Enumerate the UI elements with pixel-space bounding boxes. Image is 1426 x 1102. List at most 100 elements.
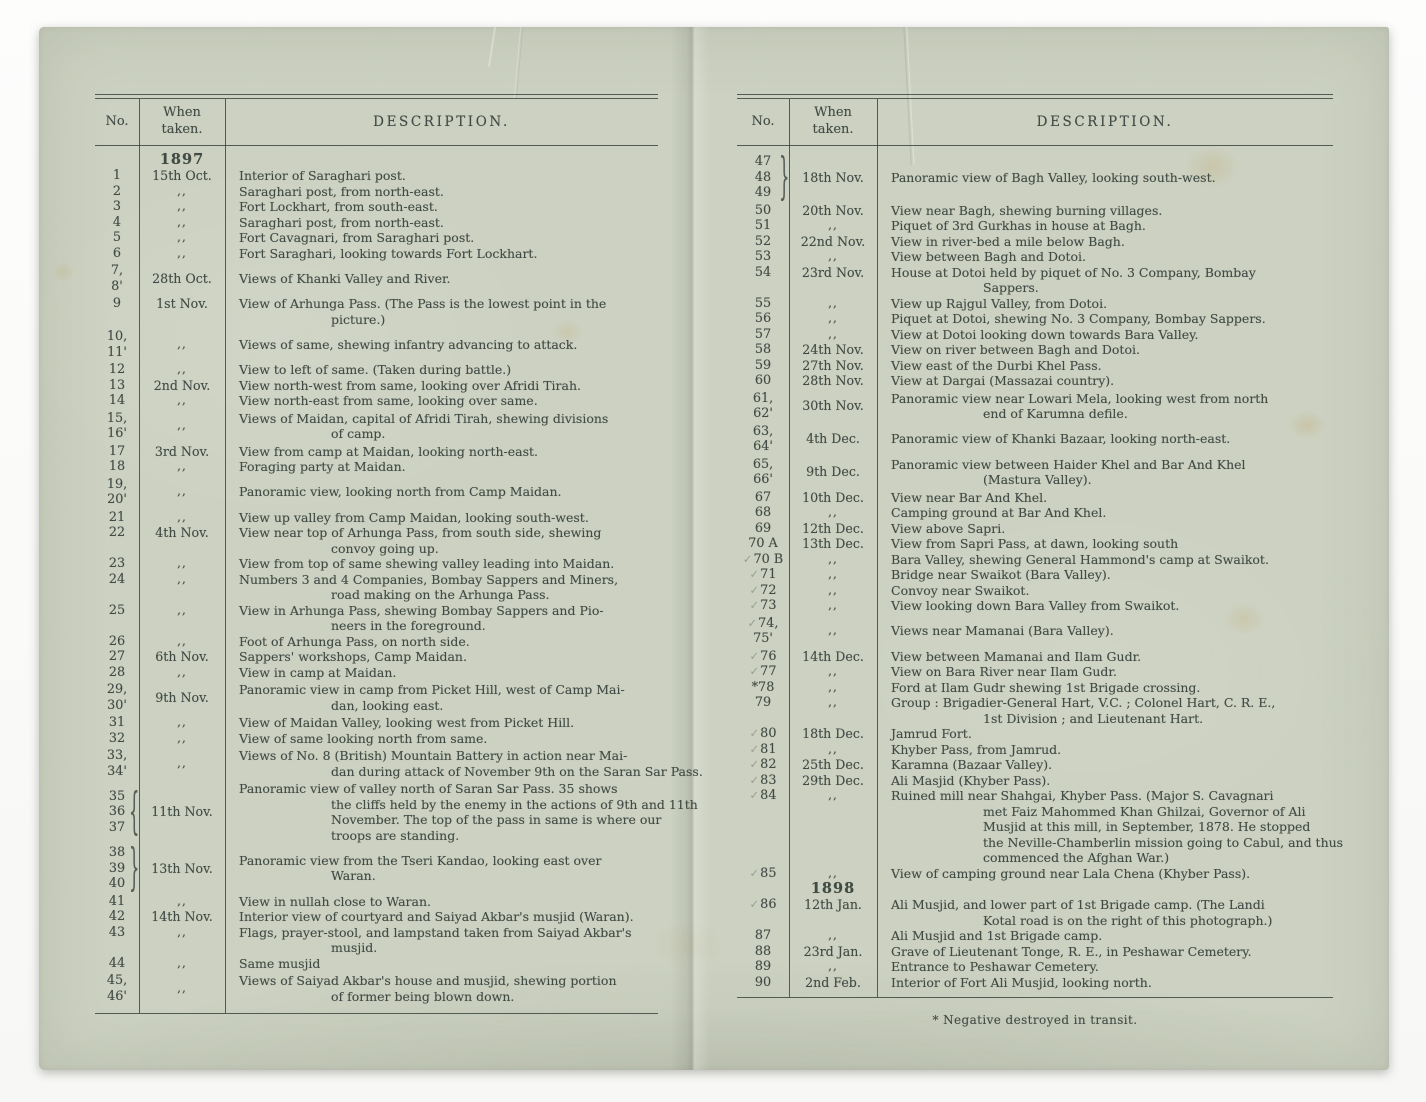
table-row: 52 22nd Nov. View in river-bed a mile belo… <box>737 234 1333 250</box>
photo-number: 11' <box>107 344 127 360</box>
description-line: View of Maidan Valley, looking west from… <box>239 715 575 730</box>
photo-number: 15, <box>106 410 128 426</box>
description-line: neers in the foreground. <box>331 618 486 633</box>
date-taken: 30th Nov. <box>802 398 864 414</box>
table-row: 32,, View of same looking north from same… <box>95 731 658 747</box>
description-cell: Views of Maidan, capital of Afridi Tirah… <box>225 411 658 442</box>
date-taken: 28th Nov. <box>802 373 864 388</box>
date-taken: ,, <box>177 183 187 198</box>
date-taken: ,, <box>828 295 838 310</box>
description-cell: Panoramic view of valley north of Saran … <box>225 781 698 843</box>
photo-number-cell: 3 <box>95 199 139 215</box>
description-line: View of Arhunga Pass. (The Pass is the l… <box>239 296 607 311</box>
description-cell: Panoramic view of Bagh Valley, looking s… <box>877 170 1333 186</box>
date-taken: 14th Nov. <box>151 909 213 924</box>
column-rule <box>877 99 879 997</box>
table-row: ✓81,, Khyber Pass, from Jamrud. <box>737 742 1333 758</box>
description-line: November. The top of the pass in same is… <box>331 812 662 827</box>
description-cell: View looking down Bara Valley from Swaik… <box>877 598 1333 614</box>
photo-number-cell: 4 <box>95 215 139 231</box>
table-row: 1 15th Oct. Interior of Saraghari post. <box>95 168 658 184</box>
date-taken: 29th Dec. <box>802 772 864 788</box>
photo-number-cell: 63, 64' <box>737 424 789 455</box>
date-taken: 2nd Nov. <box>153 377 211 393</box>
date-taken: ,, <box>828 959 838 973</box>
photo-number: 39 <box>108 860 126 876</box>
description-cell: View of Maidan Valley, looking west from… <box>225 715 658 731</box>
photo-table-left: No. When taken. DESCRIPTION. 1897 1 15th O… <box>95 94 703 1014</box>
photo-number-cell: ✓83 <box>737 773 789 789</box>
description-line: View on river between Bagh and Dotoi. <box>891 342 1140 357</box>
photo-number-cell: ✓85 <box>737 866 789 882</box>
photo-number: 65, <box>752 456 774 472</box>
column-rule <box>139 99 141 1013</box>
date-taken: ,, <box>177 459 187 473</box>
table-row: 63, 64' 4th Dec. Panoramic view of Khanki B… <box>737 424 1333 455</box>
table-row: 13 2nd Nov. View north-west from same, loo… <box>95 378 658 394</box>
description-cell: View from camp at Maidan, looking north-… <box>225 444 658 460</box>
date-taken: ,, <box>828 598 838 612</box>
date-taken: ,, <box>828 679 838 694</box>
description-cell: View near Bagh, shewing burning villages… <box>877 203 1333 219</box>
description-line: Ford at Ilam Gudr shewing 1st Brigade cr… <box>891 679 1201 695</box>
table-row: 14,, View north-east from same, looking o… <box>95 393 658 409</box>
description-line: Panoramic view from the Tseri Kandao, lo… <box>239 852 602 868</box>
table-row: 89,, Entrance to Peshawar Cemetery. <box>737 959 1333 975</box>
date-taken: 6th Nov. <box>155 649 209 664</box>
photo-number: ✓84 <box>749 788 777 803</box>
description-cell: Sappers' workshops, Camp Maidan. <box>225 649 658 665</box>
photo-number: 36 <box>108 804 126 820</box>
date-taken: ,, <box>177 362 187 376</box>
photo-number-cell: 2 <box>95 184 139 200</box>
table-row: ✓77,, View on Bara River near Ilam Gudr. <box>737 664 1333 680</box>
description-cell: View near Bar And Khel. <box>877 490 1333 506</box>
column-header-description: DESCRIPTION. <box>373 113 510 130</box>
description-cell: View of same looking north from same. <box>225 731 658 747</box>
description-line: Entrance to Peshawar Cemetery. <box>891 959 1099 974</box>
description-line: Interior of Saraghari post. <box>239 168 406 183</box>
footnote-negative-destroyed: * Negative destroyed in transit. <box>932 1013 1138 1027</box>
photo-number-cell: 35 36 37{ <box>95 787 139 836</box>
description-cell: Numbers 3 and 4 Companies, Bombay Sapper… <box>225 572 658 603</box>
photo-number-cell: 6 <box>95 246 139 262</box>
photo-number-cell: 90 <box>737 975 789 991</box>
description-cell: View east of the Durbi Khel Pass. <box>877 358 1333 374</box>
photo-number: ✓86 <box>749 897 777 912</box>
description-line: Fort Saraghari, looking towards Fort Loc… <box>239 245 538 261</box>
description-line: Views of same, shewing infantry advancin… <box>239 336 578 352</box>
photo-number: 18 <box>108 459 126 474</box>
photo-number-cell: ✓73 <box>737 598 789 614</box>
table-row: 54 23rd Nov. House at Dotoi held by piquet… <box>737 265 1333 296</box>
description-cell: Fort Saraghari, looking towards Fort Loc… <box>225 246 658 262</box>
description-cell: Ali Masjid (Khyber Pass). <box>877 773 1333 789</box>
photo-number-cell: ✓71 <box>737 567 789 583</box>
table-row: 6,, Fort Saraghari, looking towards Fort … <box>95 246 658 262</box>
description-line: Sappers. <box>983 280 1039 295</box>
description-cell: View in river-bed a mile below Bagh. <box>877 234 1333 250</box>
year-heading: 1897 <box>159 151 205 168</box>
photo-number: 17 <box>108 443 126 459</box>
date-taken: ,, <box>828 551 838 566</box>
photo-number-cell: *78 <box>737 680 789 696</box>
description-line: Piquet at Dotoi, shewing No. 3 Company, … <box>891 311 1266 326</box>
table-top-rule <box>737 94 1333 99</box>
photo-number: 2 <box>112 183 122 199</box>
checkmark-icon: ✓ <box>742 551 753 566</box>
photo-number: 69 <box>754 520 772 536</box>
description-cell: View from top of same shewing valley lea… <box>225 556 658 572</box>
description-line: Kotal road is on the right of this photo… <box>983 912 1273 928</box>
photo-number: 3 <box>112 199 122 214</box>
column-rule <box>225 99 227 1013</box>
table-row: 22 4th Nov. View near top of Arhunga Pass,… <box>95 525 658 556</box>
description-line: Views near Mamanai (Bara Valley). <box>891 623 1114 639</box>
photo-number: 27 <box>108 649 126 664</box>
photo-number: 5 <box>112 230 122 245</box>
column-header-no: No. <box>751 114 775 129</box>
photo-number: 40 <box>108 876 126 891</box>
description-line: Convoy near Swaikot. <box>891 582 1030 598</box>
date-taken: ,, <box>828 865 838 880</box>
date-taken: 9th Dec. <box>806 464 860 480</box>
date-taken: ,, <box>177 509 187 524</box>
description-line: Saraghari post, from north-east. <box>239 183 444 199</box>
